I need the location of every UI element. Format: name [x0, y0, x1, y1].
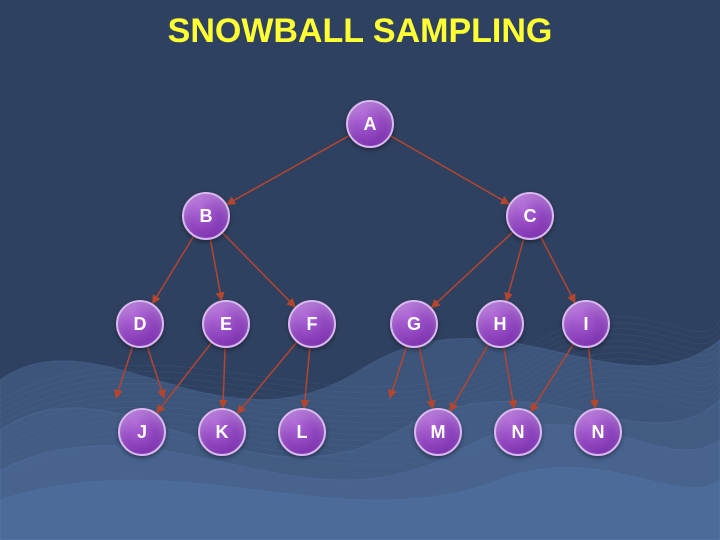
- tree-node-h: H: [476, 300, 524, 348]
- tree-node-label: M: [431, 422, 446, 443]
- tree-node-label: I: [583, 314, 588, 335]
- tree-node-label: C: [524, 206, 537, 227]
- tree-node-label: D: [134, 314, 147, 335]
- tree-node-k: K: [198, 408, 246, 456]
- tree-node-label: E: [220, 314, 232, 335]
- slide-title: SNOWBALL SAMPLING: [0, 12, 720, 51]
- background-waves: [0, 0, 720, 540]
- tree-node-label: L: [297, 422, 308, 443]
- tree-node-i: I: [562, 300, 610, 348]
- tree-node-n2: N: [574, 408, 622, 456]
- tree-node-label: F: [307, 314, 318, 335]
- tree-node-label: K: [216, 422, 229, 443]
- tree-node-f: F: [288, 300, 336, 348]
- tree-node-g: G: [390, 300, 438, 348]
- tree-node-label: B: [200, 206, 213, 227]
- tree-node-b: B: [182, 192, 230, 240]
- tree-node-a: A: [346, 100, 394, 148]
- tree-node-j: J: [118, 408, 166, 456]
- tree-node-e: E: [202, 300, 250, 348]
- tree-node-label: A: [364, 114, 377, 135]
- tree-node-n1: N: [494, 408, 542, 456]
- tree-node-label: G: [407, 314, 421, 335]
- tree-node-d: D: [116, 300, 164, 348]
- tree-node-label: N: [512, 422, 525, 443]
- tree-node-l: L: [278, 408, 326, 456]
- tree-node-label: J: [137, 422, 147, 443]
- tree-node-label: H: [494, 314, 507, 335]
- slide: SNOWBALL SAMPLING A B C D E F G H I J K L M N N: [0, 0, 720, 540]
- tree-node-m: M: [414, 408, 462, 456]
- tree-node-c: C: [506, 192, 554, 240]
- tree-node-label: N: [592, 422, 605, 443]
